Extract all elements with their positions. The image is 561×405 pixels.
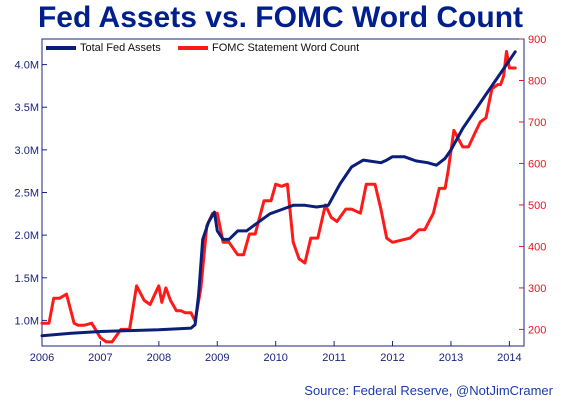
legend-label-assets: Total Fed Assets [80, 42, 161, 54]
series-line-fed-assets [40, 50, 517, 338]
right-tick-label: 300 [528, 283, 546, 295]
x-tick-label: 2014 [497, 352, 521, 364]
source-note: Source: Federal Reserve, @NotJimCramer [304, 383, 553, 398]
legend-swatch-words [178, 46, 208, 50]
left-tick-label: 3.0M [15, 145, 39, 157]
right-tick-label: 800 [528, 75, 546, 87]
left-tick-label: 3.5M [15, 102, 39, 114]
x-tick-label: 2011 [322, 352, 346, 364]
chart-title: Fed Assets vs. FOMC Word Count [37, 1, 524, 34]
plot-frame [41, 38, 525, 347]
right-tick-label: 900 [528, 34, 546, 46]
x-tick-label: 2010 [263, 352, 287, 364]
left-tick-label: 2.0M [15, 230, 39, 242]
left-tick-label: 1.0M [15, 315, 39, 327]
x-tick-label: 2009 [205, 352, 229, 364]
left-tick-label: 2.5M [15, 188, 39, 200]
x-tick-label: 2006 [30, 352, 54, 364]
right-tick-label: 600 [528, 158, 546, 170]
left-tick-label: 4.0M [15, 60, 39, 72]
right-tick-label: 200 [528, 324, 546, 336]
right-tick-label: 500 [528, 200, 546, 212]
left-tick-label: 1.5M [15, 273, 39, 285]
series-layer [40, 49, 517, 344]
x-axis: 2006 2007 2008 2009 2010 2011 2012 2013 2014 [30, 341, 522, 364]
legend-label-words: FOMC Statement Word Count [212, 42, 359, 54]
series-line-word-count [40, 49, 517, 344]
x-tick-label: 2007 [88, 352, 112, 364]
left-axis: 1.0M 1.5M 2.0M 2.5M 3.0M 3.5M 4.0M [15, 60, 47, 327]
right-axis: 200 300 400 500 600 700 800 900 [519, 34, 546, 336]
right-tick-label: 700 [528, 117, 546, 129]
x-tick-label: 2008 [147, 352, 171, 364]
x-tick-label: 2012 [380, 352, 404, 364]
x-tick-label: 2013 [439, 352, 463, 364]
right-tick-label: 400 [528, 241, 546, 253]
legend: Total Fed Assets FOMC Statement Word Cou… [46, 42, 359, 54]
legend-swatch-assets [46, 46, 76, 50]
